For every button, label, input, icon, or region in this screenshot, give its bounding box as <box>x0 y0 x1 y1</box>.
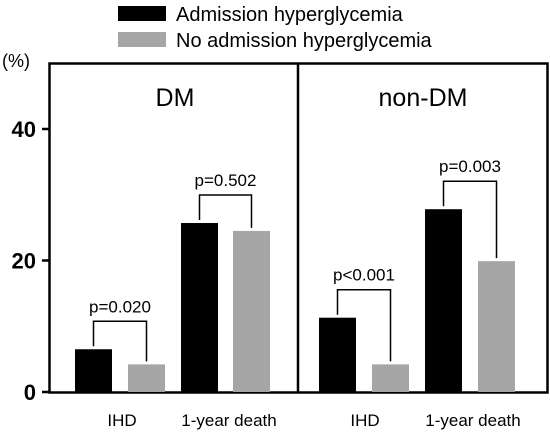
significance-bracket <box>336 288 392 362</box>
legend-swatch-admission <box>118 6 166 21</box>
bar <box>128 364 165 392</box>
y-tick-label: 0 <box>24 380 36 405</box>
bars <box>75 180 515 392</box>
significance-bracket <box>442 180 498 259</box>
legend-label-no-admission: No admission hyperglycemia <box>176 30 433 52</box>
p-value-label: p=0.003 <box>439 157 501 176</box>
p-value-label: p<0.001 <box>333 266 395 285</box>
bar <box>75 349 112 392</box>
category-label: 1-year death <box>181 411 276 430</box>
bar <box>478 261 515 392</box>
significance-bracket <box>198 194 253 228</box>
y-axis: 0 20 40 <box>12 117 50 405</box>
y-unit-label: (%) <box>2 51 30 71</box>
bar <box>233 230 270 392</box>
bar <box>425 209 462 392</box>
category-label: 1-year death <box>425 411 520 430</box>
legend-swatch-no-admission <box>118 32 166 47</box>
category-label: IHD <box>107 411 136 430</box>
y-tick-label: 20 <box>12 249 36 274</box>
bar <box>319 317 356 392</box>
legend: Admission hyperglycemia No admission hyp… <box>118 4 433 52</box>
panel-title: non-DM <box>379 84 468 112</box>
p-value-label: p=0.502 <box>195 171 257 190</box>
bar <box>181 223 218 392</box>
legend-label-admission: Admission hyperglycemia <box>176 4 404 26</box>
labels: DM p=0.020 IHD p=0.502 1-year death non-DM p<0… <box>89 84 521 430</box>
significance-bracket <box>92 320 148 362</box>
bar <box>372 364 409 392</box>
category-label: IHD <box>350 411 379 430</box>
y-tick-label: 40 <box>12 117 36 142</box>
p-value-label: p=0.020 <box>89 297 151 316</box>
panel-title: DM <box>156 84 195 112</box>
